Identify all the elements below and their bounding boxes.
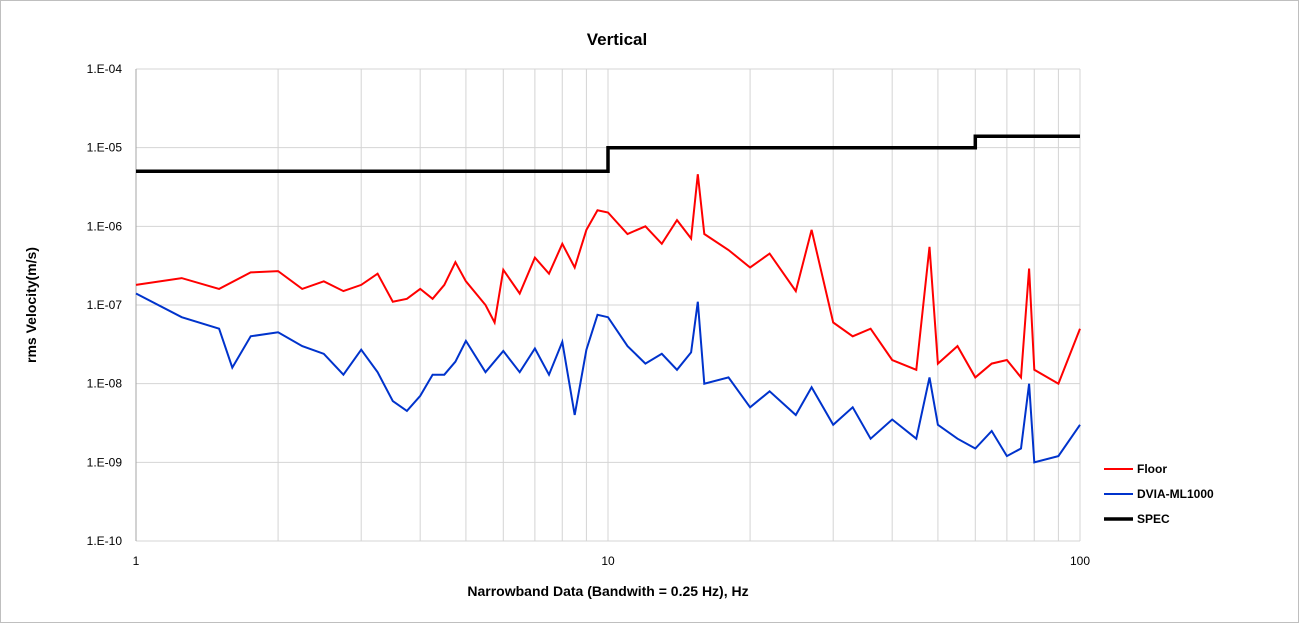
- y-tick-label: 1.E-08: [87, 377, 123, 391]
- x-axis-label: Narrowband Data (Bandwith = 0.25 Hz), Hz: [467, 583, 748, 599]
- x-tick-label: 10: [601, 554, 615, 568]
- x-tick-label: 100: [1070, 554, 1090, 568]
- y-tick-label: 1.E-06: [87, 219, 123, 233]
- grid-layer: [135, 68, 1081, 542]
- y-tick-label: 1.E-07: [87, 298, 123, 312]
- series-line-0: [135, 174, 1081, 386]
- series-line-1: [135, 292, 1081, 464]
- legend-label-2: SPEC: [1137, 512, 1170, 526]
- x-tick-label: 1: [133, 554, 140, 568]
- legend-label-1: DVIA-ML1000: [1137, 487, 1214, 501]
- y-tick-label: 1.E-10: [87, 534, 123, 548]
- y-tick-label: 1.E-09: [87, 455, 123, 469]
- y-tick-label: 1.E-05: [87, 141, 123, 155]
- series-line-2: [136, 134, 1080, 174]
- chart-title: Vertical: [587, 30, 648, 49]
- legend: Floor DVIA-ML1000 SPEC: [1104, 462, 1214, 526]
- tick-layer: 1.E-10 1.E-09 1.E-08 1.E-07 1.E-06 1.E-05 1.E-…: [87, 62, 1091, 568]
- y-axis-label: rms Velocity(m/s): [23, 247, 39, 363]
- legend-label-0: Floor: [1137, 462, 1167, 476]
- y-tick-label: 1.E-04: [87, 62, 123, 76]
- series-layer: [135, 134, 1081, 464]
